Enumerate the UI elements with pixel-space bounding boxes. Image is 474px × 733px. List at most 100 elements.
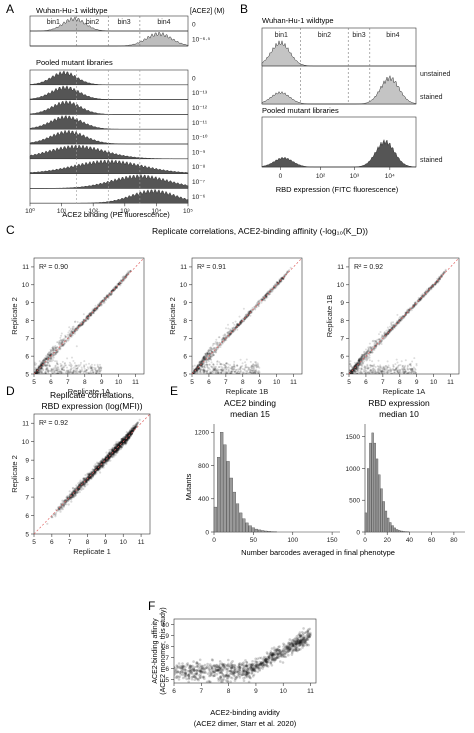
data-point — [199, 361, 202, 364]
data-point — [249, 370, 252, 373]
data-point — [75, 364, 78, 367]
data-point — [38, 366, 40, 369]
data-point — [200, 366, 203, 368]
data-point — [201, 359, 204, 362]
data-point — [119, 284, 122, 287]
data-point — [381, 372, 384, 374]
data-point — [265, 293, 268, 296]
data-point — [402, 368, 405, 371]
data-point — [202, 357, 205, 360]
data-point — [224, 371, 227, 374]
data-point — [225, 366, 228, 369]
data-point — [237, 324, 240, 327]
data-point — [376, 338, 379, 341]
data-point — [254, 372, 257, 374]
data-point — [74, 371, 77, 374]
data-point — [49, 348, 52, 351]
data-point — [245, 313, 248, 316]
data-point — [389, 370, 392, 373]
data-point — [51, 346, 54, 349]
data-point — [86, 483, 89, 486]
data-point — [381, 372, 384, 374]
data-point — [45, 357, 48, 360]
data-point — [236, 328, 239, 331]
data-point — [386, 366, 389, 369]
data-point — [218, 341, 221, 344]
data-point — [244, 314, 247, 317]
data-point — [210, 350, 213, 353]
data-point — [62, 367, 65, 369]
data-point — [380, 370, 383, 373]
data-point — [35, 373, 38, 374]
x-axis-label: Replicate 1B — [226, 387, 269, 396]
conc-label: 10⁻⁶·⁵ — [192, 37, 211, 44]
data-point — [247, 372, 250, 374]
data-point — [373, 344, 376, 347]
data-point — [364, 351, 367, 354]
data-point — [209, 371, 212, 374]
data-point — [87, 367, 90, 370]
data-point — [233, 326, 236, 329]
data-point — [355, 364, 358, 366]
data-point — [264, 296, 267, 299]
data-point — [263, 295, 266, 298]
data-point — [114, 285, 117, 288]
data-point — [72, 371, 75, 374]
data-point — [392, 321, 395, 324]
data-point — [209, 347, 212, 350]
data-point — [278, 279, 281, 282]
data-point — [203, 366, 206, 369]
data-point — [370, 351, 373, 354]
data-point — [206, 352, 209, 355]
data-point — [217, 346, 220, 349]
data-point — [196, 369, 199, 372]
data-point — [88, 312, 91, 315]
data-point — [370, 368, 373, 371]
data-point — [390, 321, 393, 324]
x-tick-label: 10³ — [120, 208, 130, 215]
data-point — [94, 304, 97, 307]
data-point — [120, 279, 123, 282]
data-point — [251, 372, 254, 374]
data-point — [60, 373, 63, 374]
data-point — [51, 353, 54, 356]
data-point — [373, 368, 376, 371]
data-point — [49, 353, 52, 356]
data-point — [87, 315, 90, 318]
data-point — [62, 368, 64, 371]
data-point — [93, 307, 96, 310]
data-point — [404, 364, 407, 367]
data-point — [404, 312, 407, 315]
data-point — [200, 360, 203, 362]
data-point — [95, 369, 98, 372]
data-point — [82, 321, 84, 324]
data-point — [59, 339, 62, 342]
data-point — [107, 296, 109, 299]
data-point — [114, 287, 117, 289]
data-point — [43, 358, 46, 361]
data-point — [46, 361, 49, 364]
data-point — [220, 338, 223, 341]
data-point — [73, 330, 76, 333]
data-point — [377, 365, 380, 368]
data-point — [81, 320, 84, 323]
data-point — [61, 341, 64, 343]
data-point — [114, 286, 117, 289]
data-point — [50, 368, 53, 371]
data-point — [84, 369, 87, 372]
panel-a-x-label: ACE2 binding (PE fluorescence) — [62, 210, 170, 219]
data-point — [206, 365, 209, 368]
data-point — [81, 323, 84, 326]
data-point — [408, 371, 411, 374]
data-point — [369, 351, 372, 354]
data-point — [36, 372, 39, 374]
data-point — [85, 316, 88, 319]
data-point — [265, 296, 268, 299]
data-point — [64, 371, 67, 374]
data-point — [257, 363, 260, 366]
data-point — [49, 370, 52, 373]
data-point — [223, 337, 226, 340]
data-point — [56, 366, 59, 369]
data-point — [69, 332, 72, 335]
data-point — [254, 308, 257, 311]
